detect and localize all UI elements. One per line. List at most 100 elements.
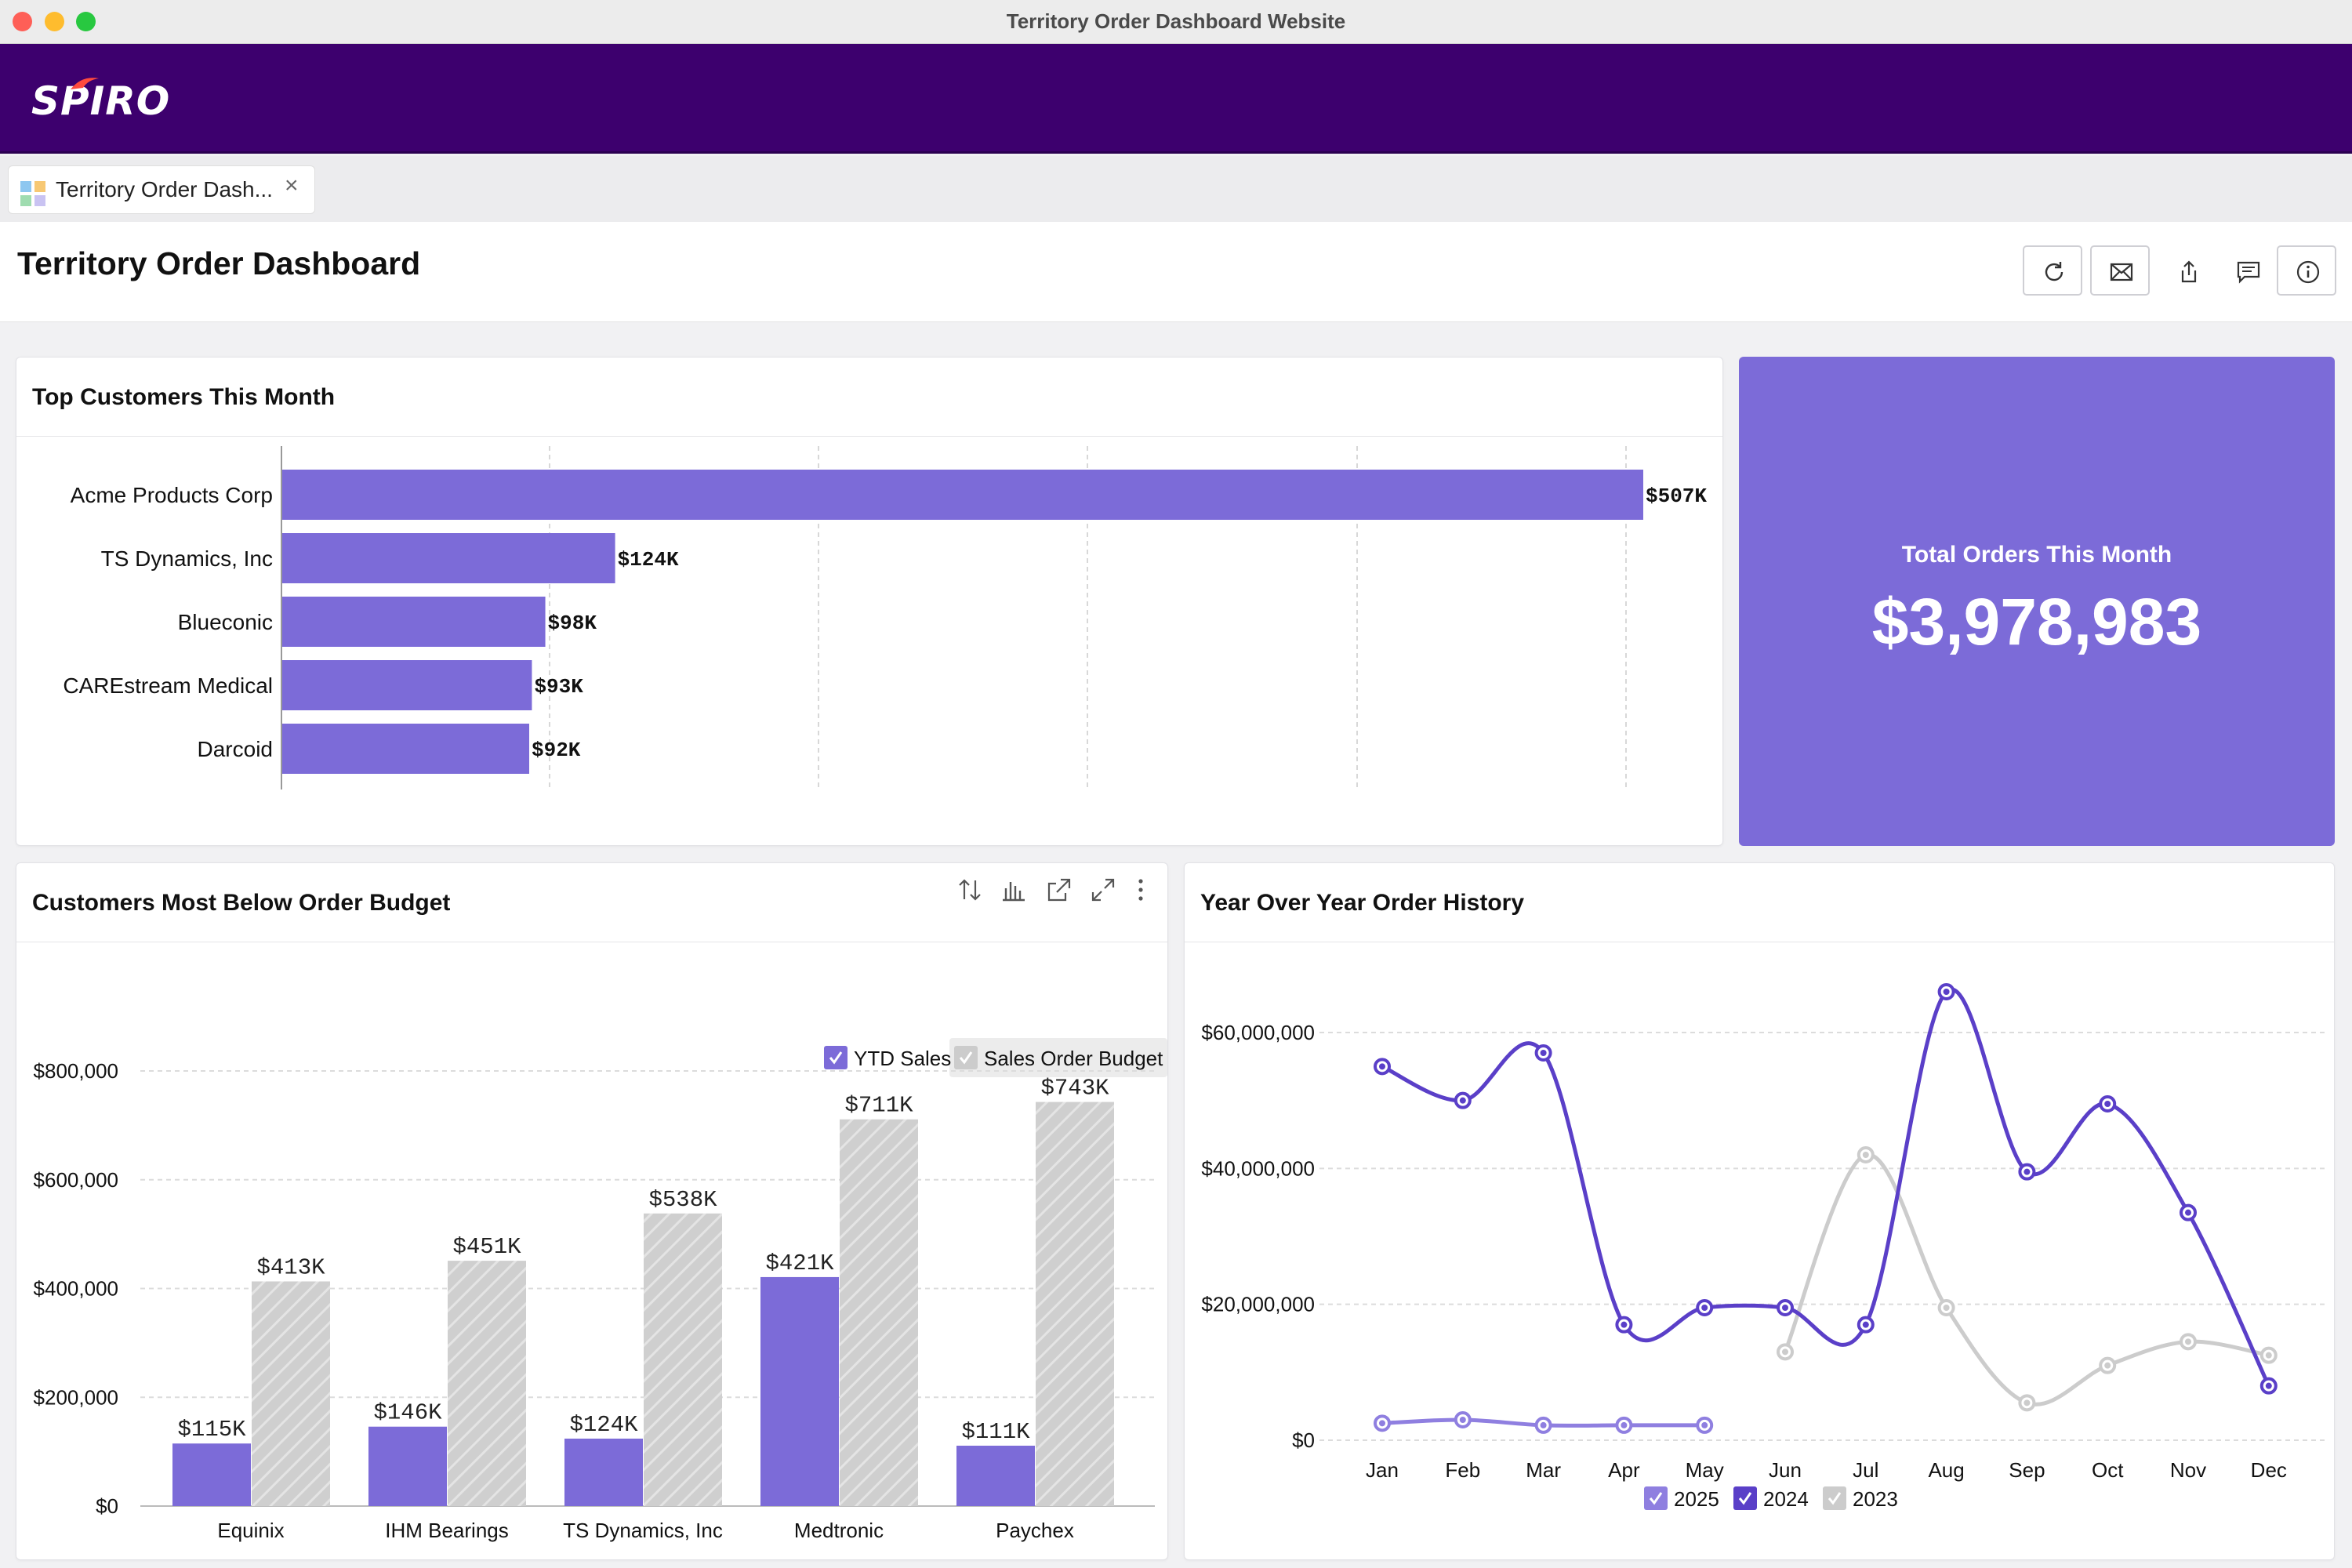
bar-ytd-sales <box>368 1426 447 1506</box>
x-tick-label: Apr <box>1608 1458 1640 1482</box>
data-point-core <box>2024 1168 2031 1175</box>
x-tick-label: Mar <box>1526 1458 1561 1482</box>
x-tick-label: Medtronic <box>794 1519 884 1542</box>
data-label: $507K <box>1646 485 1707 508</box>
legend-check-icon <box>1649 1492 1663 1505</box>
x-tick-label: Equinix <box>217 1519 284 1542</box>
refresh-icon <box>2045 262 2063 281</box>
x-tick-label: Sep <box>2009 1458 2045 1482</box>
x-tick-label: Aug <box>1928 1458 1964 1482</box>
share-button[interactable] <box>2158 245 2217 296</box>
legend-label: Sales Order Budget <box>984 1047 1163 1070</box>
comment-button[interactable] <box>2217 245 2277 296</box>
logo-text: SPIRO <box>31 78 171 124</box>
data-label: $538K <box>648 1187 717 1213</box>
budget-chart: YTD Sales Sales Order Budget $0 $200,000 $40… <box>34 1038 1167 1542</box>
budget-title: Customers Most Below Order Budget <box>32 890 451 916</box>
legend-check-icon <box>959 1051 973 1065</box>
tab-close-icon[interactable]: × <box>285 172 299 198</box>
minimize-window-button[interactable] <box>45 12 64 31</box>
info-button[interactable] <box>2277 245 2336 296</box>
logo-swoosh-icon <box>71 78 99 89</box>
data-point-core <box>1379 1063 1385 1070</box>
y-tick-label: $200,000 <box>34 1385 118 1409</box>
y-tick-label: $40,000,000 <box>1201 1156 1315 1180</box>
data-point-core <box>1782 1305 1788 1311</box>
kpi-value: $3,978,983 <box>1871 585 2202 659</box>
x-tick-label: Paychex <box>996 1519 1074 1542</box>
x-tick-label: Jul <box>1853 1458 1878 1482</box>
window-title: Territory Order Dashboard Website <box>1006 9 1346 33</box>
data-point-core <box>1459 1417 1466 1423</box>
spiro-logo[interactable]: SPIRO <box>31 78 170 133</box>
total-orders-kpi-card: Total Orders This Month $3,978,983 <box>1739 357 2335 846</box>
tab-territory-order-dashboard[interactable]: Territory Order Dash... × <box>8 165 315 214</box>
series-line-2023 <box>1783 1152 2270 1406</box>
legend-check-icon <box>1738 1492 1752 1505</box>
bar-ytd-sales <box>172 1443 251 1506</box>
data-label: $124K <box>569 1412 638 1438</box>
data-point-core <box>2265 1352 2272 1359</box>
legend-highlight <box>949 1038 1167 1077</box>
bar-sales-order-budget <box>252 1281 330 1506</box>
legend-swatch <box>1823 1486 1846 1510</box>
bar <box>282 533 615 583</box>
y-tick-label: $800,000 <box>34 1059 118 1083</box>
top-customers-chart: Acme Products Corp $507K TS Dynamics, Inc $… <box>63 446 1707 789</box>
card-toolbar <box>956 876 1167 907</box>
bar <box>282 724 530 774</box>
y-tick-label: $400,000 <box>34 1277 118 1301</box>
sort-icon[interactable] <box>956 876 984 904</box>
email-button[interactable] <box>2090 245 2150 296</box>
data-label: $421K <box>765 1250 834 1276</box>
data-label: $115K <box>177 1417 246 1443</box>
yoy-card: Year Over Year Order History $0 $20,000,0… <box>1184 862 2335 1560</box>
kpi-label: Total Orders This Month <box>1901 542 2172 568</box>
legend-label: YTD Sales <box>854 1047 951 1070</box>
legend-label: 2024 <box>1763 1487 1809 1511</box>
bar-ytd-sales <box>760 1276 839 1506</box>
page-header: Territory Order Dashboard <box>0 222 2352 322</box>
refresh-button[interactable] <box>2023 245 2082 296</box>
bar-chart-icon[interactable] <box>1000 876 1028 904</box>
category-label: CAREstream Medical <box>63 673 273 698</box>
data-label: $451K <box>452 1234 521 1260</box>
legend-swatch <box>1644 1486 1668 1510</box>
share-icon <box>2181 260 2197 283</box>
data-point-core <box>1701 1421 1708 1428</box>
data-point-core <box>1782 1348 1788 1356</box>
legend-swatch <box>824 1046 848 1069</box>
x-tick-label: Jun <box>1769 1458 1802 1482</box>
data-label: $93K <box>534 675 583 699</box>
bar-sales-order-budget <box>644 1213 722 1506</box>
open-external-icon[interactable] <box>1045 876 1073 904</box>
legend-swatch <box>1733 1486 1757 1510</box>
data-point-core <box>1540 1050 1547 1056</box>
data-label: $146K <box>373 1400 442 1426</box>
bar-sales-order-budget <box>1036 1102 1114 1506</box>
data-point-core <box>1701 1305 1708 1311</box>
data-point-core <box>1540 1421 1547 1428</box>
x-tick-label: Oct <box>2092 1458 2124 1482</box>
y-tick-label: $20,000,000 <box>1201 1293 1315 1316</box>
legend-check-icon <box>1828 1492 1842 1505</box>
expand-icon[interactable] <box>1089 876 1117 904</box>
y-tick-label: $60,000,000 <box>1201 1021 1315 1044</box>
data-point-core <box>2104 1362 2111 1369</box>
data-point-core <box>1943 989 1950 995</box>
x-tick-label: Feb <box>1445 1458 1480 1482</box>
zoom-window-button[interactable] <box>76 12 96 31</box>
data-point-core <box>2265 1382 2272 1389</box>
y-tick-label: $0 <box>1292 1428 1315 1452</box>
close-window-button[interactable] <box>13 12 32 31</box>
comment-icon <box>2237 261 2260 284</box>
email-icon <box>2110 263 2133 281</box>
bar-sales-order-budget <box>448 1261 526 1506</box>
data-point-core <box>1862 1152 1869 1158</box>
data-point-core <box>2104 1101 2111 1107</box>
data-point-core <box>1379 1420 1385 1427</box>
legend-label: 2025 <box>1674 1487 1719 1511</box>
x-tick-label: IHM Bearings <box>385 1519 509 1542</box>
more-options-icon[interactable] <box>1127 876 1155 904</box>
page-title: Territory Order Dashboard <box>17 245 421 281</box>
